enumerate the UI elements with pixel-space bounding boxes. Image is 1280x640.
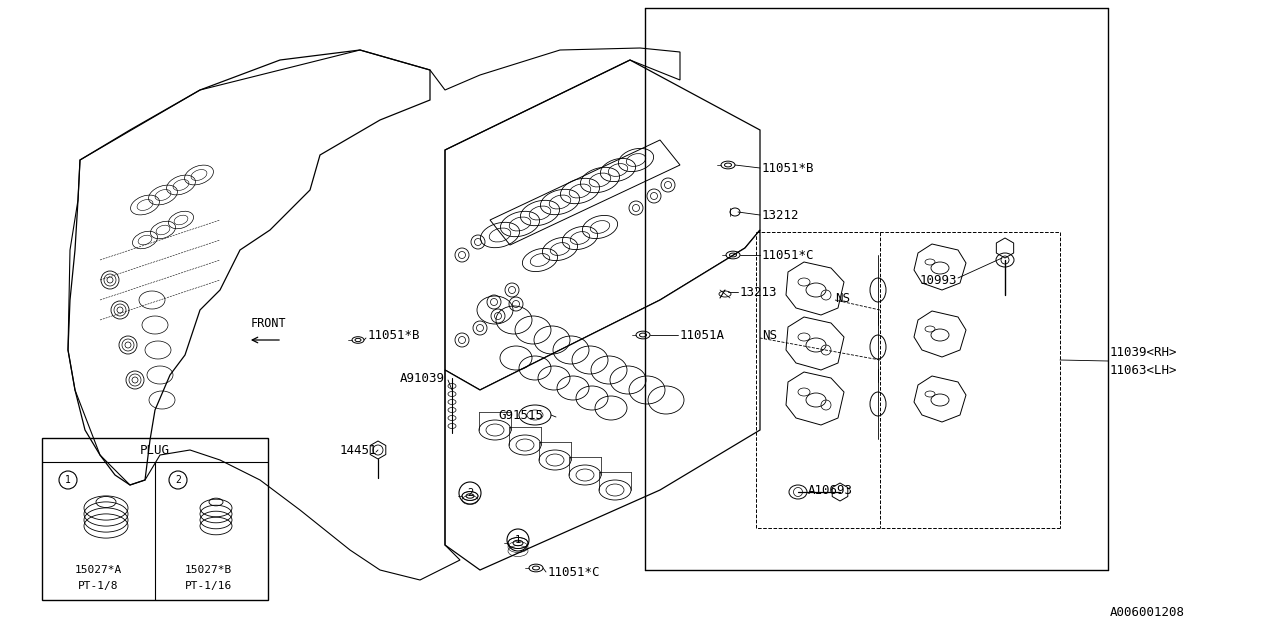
Polygon shape [445, 60, 760, 390]
Polygon shape [914, 244, 966, 290]
Polygon shape [914, 311, 966, 357]
Text: 2: 2 [467, 488, 474, 498]
Text: A91039: A91039 [399, 371, 445, 385]
Text: 10993: 10993 [920, 273, 957, 287]
Text: 14451: 14451 [340, 444, 378, 456]
Text: NS: NS [762, 328, 777, 342]
Text: 13213: 13213 [740, 285, 777, 298]
Polygon shape [445, 230, 760, 570]
Text: A10693: A10693 [808, 483, 852, 497]
Text: A006001208: A006001208 [1110, 605, 1185, 618]
Text: 11051*C: 11051*C [548, 566, 600, 579]
Text: 1: 1 [515, 535, 521, 545]
Polygon shape [914, 376, 966, 422]
Text: 13212: 13212 [762, 209, 800, 221]
Text: PT-1/16: PT-1/16 [184, 581, 232, 591]
Polygon shape [786, 372, 844, 425]
Bar [42, 438, 268, 600]
Polygon shape [786, 317, 844, 370]
Text: 15027*B: 15027*B [184, 565, 232, 575]
Text: 11051*C: 11051*C [762, 248, 814, 262]
Text: FRONT: FRONT [250, 317, 285, 330]
Text: 1: 1 [65, 475, 70, 485]
Polygon shape [370, 441, 385, 459]
Text: PT-1/8: PT-1/8 [78, 581, 118, 591]
Polygon shape [832, 483, 847, 501]
Text: 11051A: 11051A [680, 328, 724, 342]
Text: NS: NS [835, 291, 850, 305]
Text: PLUG: PLUG [140, 444, 170, 456]
Text: G91515: G91515 [498, 408, 543, 422]
Text: 2: 2 [175, 475, 180, 485]
Polygon shape [996, 238, 1014, 258]
Text: 11051*B: 11051*B [762, 161, 814, 175]
Polygon shape [786, 262, 844, 315]
Polygon shape [68, 50, 430, 485]
Text: 15027*A: 15027*A [74, 565, 122, 575]
Text: 11063<LH>: 11063<LH> [1110, 364, 1178, 376]
Text: 11039<RH>: 11039<RH> [1110, 346, 1178, 358]
Text: 11051*B: 11051*B [369, 328, 421, 342]
